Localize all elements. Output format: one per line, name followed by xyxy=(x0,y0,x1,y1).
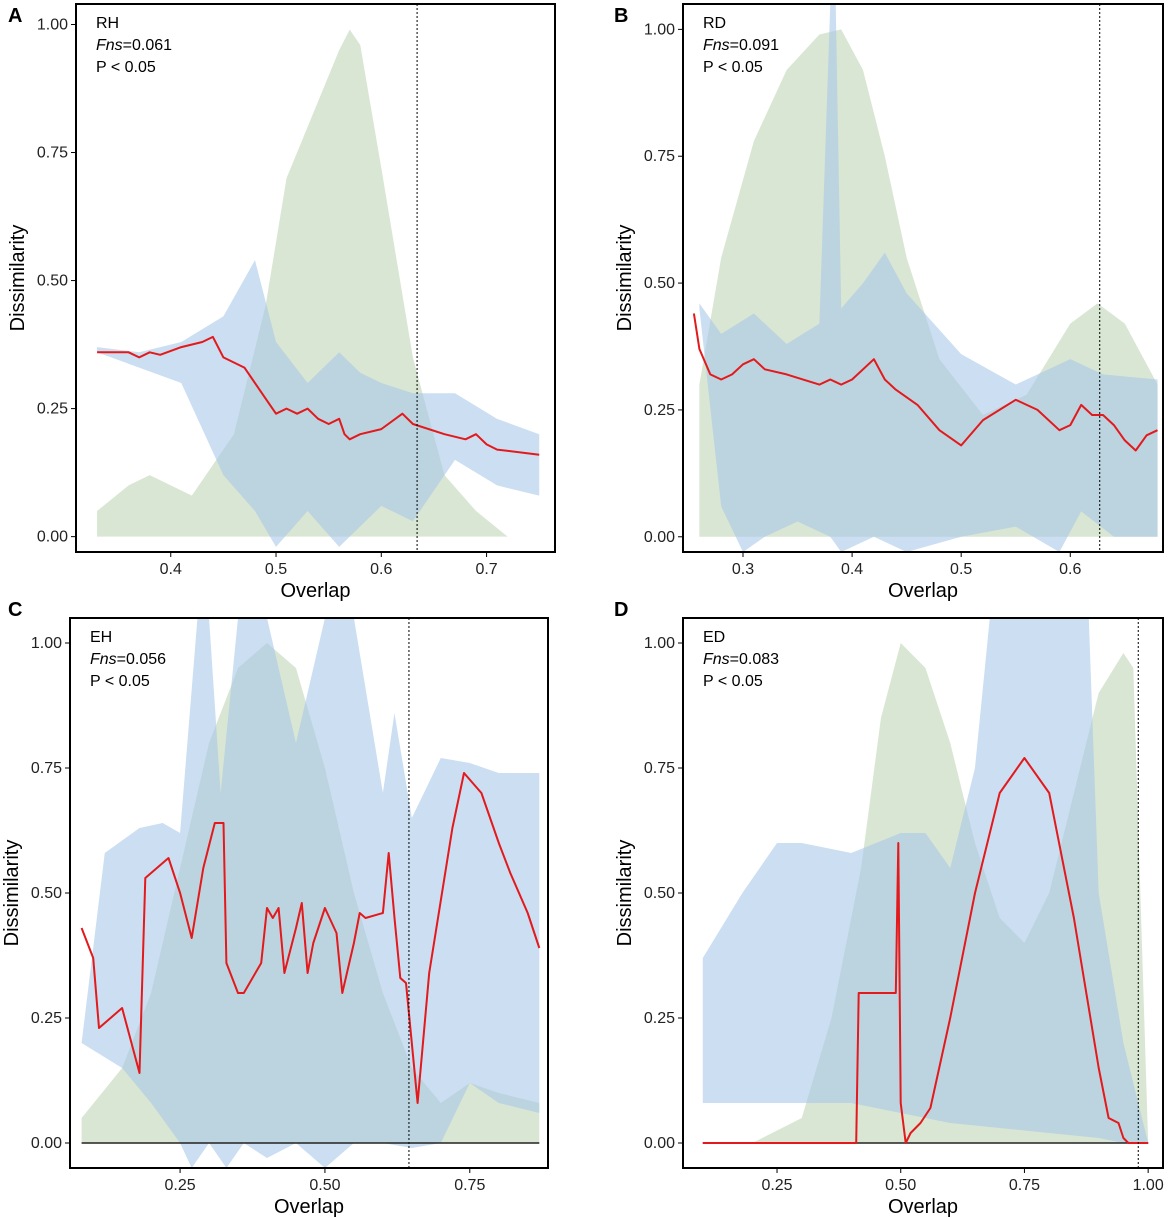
x-tick-label: 0.75 xyxy=(1009,1177,1040,1194)
y-tick-label: 0.75 xyxy=(31,760,62,777)
y-tick-label: 0.75 xyxy=(37,145,68,162)
plot-area xyxy=(80,618,541,1168)
stat-annotation: Fns=0.091 xyxy=(703,37,779,54)
y-tick-label: 0.75 xyxy=(644,148,675,165)
p-value: P < 0.05 xyxy=(96,59,156,76)
y-tick-label: 0.50 xyxy=(37,273,68,290)
panel-letter: C xyxy=(8,599,22,621)
y-tick-label: 0.00 xyxy=(31,1135,62,1152)
panel-letter: B xyxy=(614,5,628,27)
x-tick-label: 0.5 xyxy=(265,561,287,578)
panel-letter: D xyxy=(614,599,628,621)
y-tick-label: 0.50 xyxy=(31,885,62,902)
stat-annotation: Fns=0.061 xyxy=(96,37,172,54)
plot-area xyxy=(702,618,1149,1144)
y-tick-label: 0.50 xyxy=(644,275,675,292)
x-tick-label: 0.25 xyxy=(761,1177,792,1194)
x-tick-label: 0.50 xyxy=(885,1177,916,1194)
panel-title: RH xyxy=(96,15,119,32)
confidence-band xyxy=(97,260,540,547)
dissimilarity-line xyxy=(702,757,1149,1144)
stat-annotation: Fns=0.056 xyxy=(90,651,166,668)
plot-frame xyxy=(75,3,556,553)
y-tick-label: 1.00 xyxy=(37,16,68,33)
y-tick-label: 0.25 xyxy=(644,402,675,419)
x-tick-label: 0.4 xyxy=(160,561,182,578)
x-tick-label: 0.5 xyxy=(950,561,972,578)
dissimilarity-line xyxy=(692,313,1158,452)
x-tick-label: 0.3 xyxy=(732,561,754,578)
plot-area xyxy=(692,4,1158,552)
x-axis-title: Overlap xyxy=(888,580,958,602)
x-axis-title: Overlap xyxy=(888,1196,958,1218)
stat-annotation: Fns=0.083 xyxy=(703,651,779,668)
panel-title: EH xyxy=(90,629,112,646)
y-tick-label: 0.25 xyxy=(37,401,68,418)
y-tick-label: 1.00 xyxy=(644,635,675,652)
y-axis-title: Dissimilarity xyxy=(7,225,29,332)
panel-c: 0.00 0.25 0.50 0.75 1.00 0.25 0.50 0.75 Overlap D… xyxy=(1,599,549,1218)
panel-a: 0.00 0.25 0.50 0.75 1.00 0.4 0.5 0.6 0.7 Overlap D… xyxy=(7,3,556,602)
y-tick-label: 1.00 xyxy=(644,21,675,38)
density-area xyxy=(97,29,540,537)
y-tick-label: 0.50 xyxy=(644,885,675,902)
p-value: P < 0.05 xyxy=(703,673,763,690)
panel-title: RD xyxy=(703,15,726,32)
stat-value: =0.083 xyxy=(730,651,779,668)
x-tick-label: 1.00 xyxy=(1133,1177,1164,1194)
y-tick-label: 0.00 xyxy=(644,1135,675,1152)
panel-letter: A xyxy=(8,5,22,27)
stat-label: Fns xyxy=(703,651,730,668)
y-axis-title: Dissimilarity xyxy=(614,840,636,947)
stat-label: Fns xyxy=(703,37,730,54)
x-tick-label: 0.6 xyxy=(1059,561,1081,578)
plot-frame xyxy=(682,3,1164,553)
stat-value: =0.056 xyxy=(117,651,166,668)
panel-title: ED xyxy=(703,629,725,646)
y-tick-label: 1.00 xyxy=(31,635,62,652)
x-axis-title: Overlap xyxy=(280,580,350,602)
y-tick-label: 0.25 xyxy=(644,1010,675,1027)
x-tick-label: 0.4 xyxy=(841,561,863,578)
y-tick-label: 0.00 xyxy=(37,529,68,546)
stat-value: =0.061 xyxy=(123,37,172,54)
panel-d: 0.00 0.25 0.50 0.75 1.00 0.25 0.50 0.75 1.00 Over… xyxy=(614,599,1164,1218)
confidence-band xyxy=(702,618,1149,1143)
y-axis-title: Dissimilarity xyxy=(1,840,23,947)
plot-area xyxy=(97,29,540,547)
stat-label: Fns xyxy=(90,651,117,668)
panel-b: 0.00 0.25 0.50 0.75 1.00 0.3 0.4 0.5 0.6 Overlap D… xyxy=(614,3,1164,602)
y-tick-label: 0.00 xyxy=(644,529,675,546)
p-value: P < 0.05 xyxy=(90,673,150,690)
dissimilarity-line xyxy=(80,772,541,1104)
dissimilarity-line xyxy=(97,335,540,456)
x-axis-title: Overlap xyxy=(274,1196,344,1218)
y-axis-title: Dissimilarity xyxy=(614,225,636,332)
stat-value: =0.091 xyxy=(730,37,779,54)
p-value: P < 0.05 xyxy=(703,59,763,76)
x-tick-label: 0.7 xyxy=(475,561,497,578)
y-tick-label: 0.25 xyxy=(31,1010,62,1027)
stat-label: Fns xyxy=(96,37,123,54)
x-tick-label: 0.25 xyxy=(165,1177,196,1194)
y-tick-label: 0.75 xyxy=(644,760,675,777)
x-tick-label: 0.6 xyxy=(370,561,392,578)
x-tick-label: 0.75 xyxy=(454,1177,485,1194)
x-tick-label: 0.50 xyxy=(309,1177,340,1194)
